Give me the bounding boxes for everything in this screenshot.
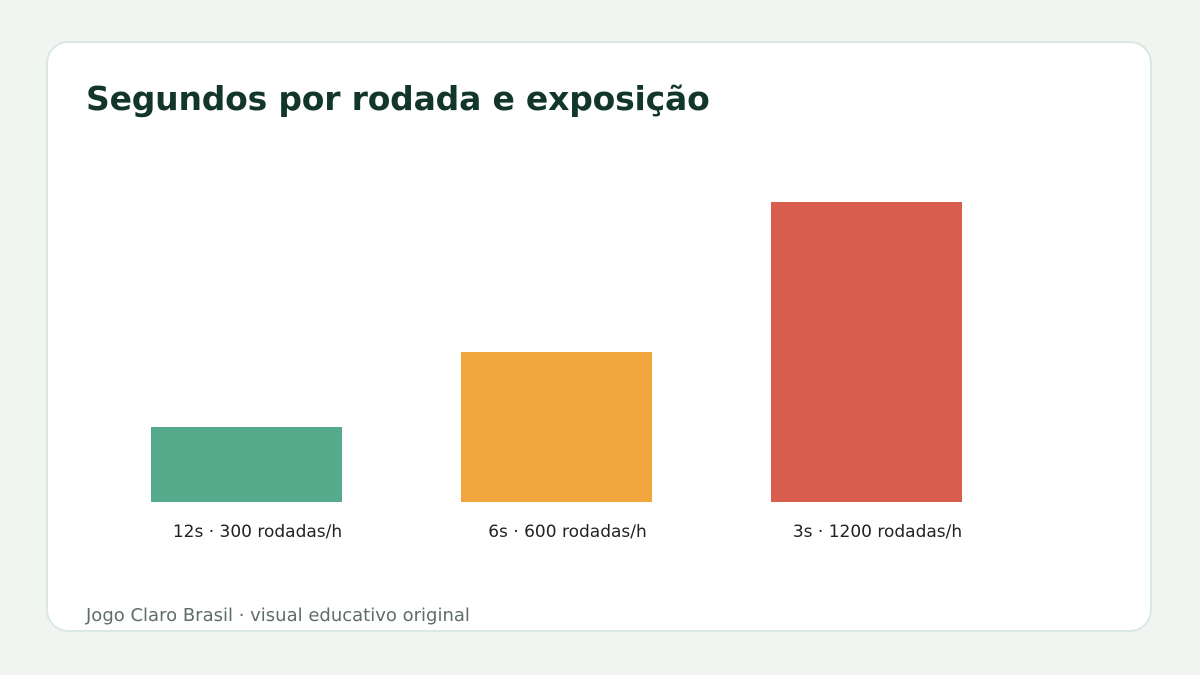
x-tick-label: 12s · 300 rodadas/h bbox=[173, 522, 342, 542]
bar-1 bbox=[151, 427, 342, 502]
footer-caption: Jogo Claro Brasil · visual educativo ori… bbox=[86, 605, 470, 626]
chart-title: Segundos por rodada e exposição bbox=[86, 79, 710, 118]
bar-2 bbox=[461, 352, 652, 502]
chart-card: Segundos por rodada e exposição 12s · 30… bbox=[46, 41, 1152, 632]
x-tick-label: 6s · 600 rodadas/h bbox=[488, 522, 647, 542]
x-tick-label: 3s · 1200 rodadas/h bbox=[793, 522, 962, 542]
bar-3 bbox=[771, 202, 962, 502]
bar-chart: 12s · 300 rodadas/h 6s · 600 rodadas/h 3s … bbox=[151, 202, 962, 542]
